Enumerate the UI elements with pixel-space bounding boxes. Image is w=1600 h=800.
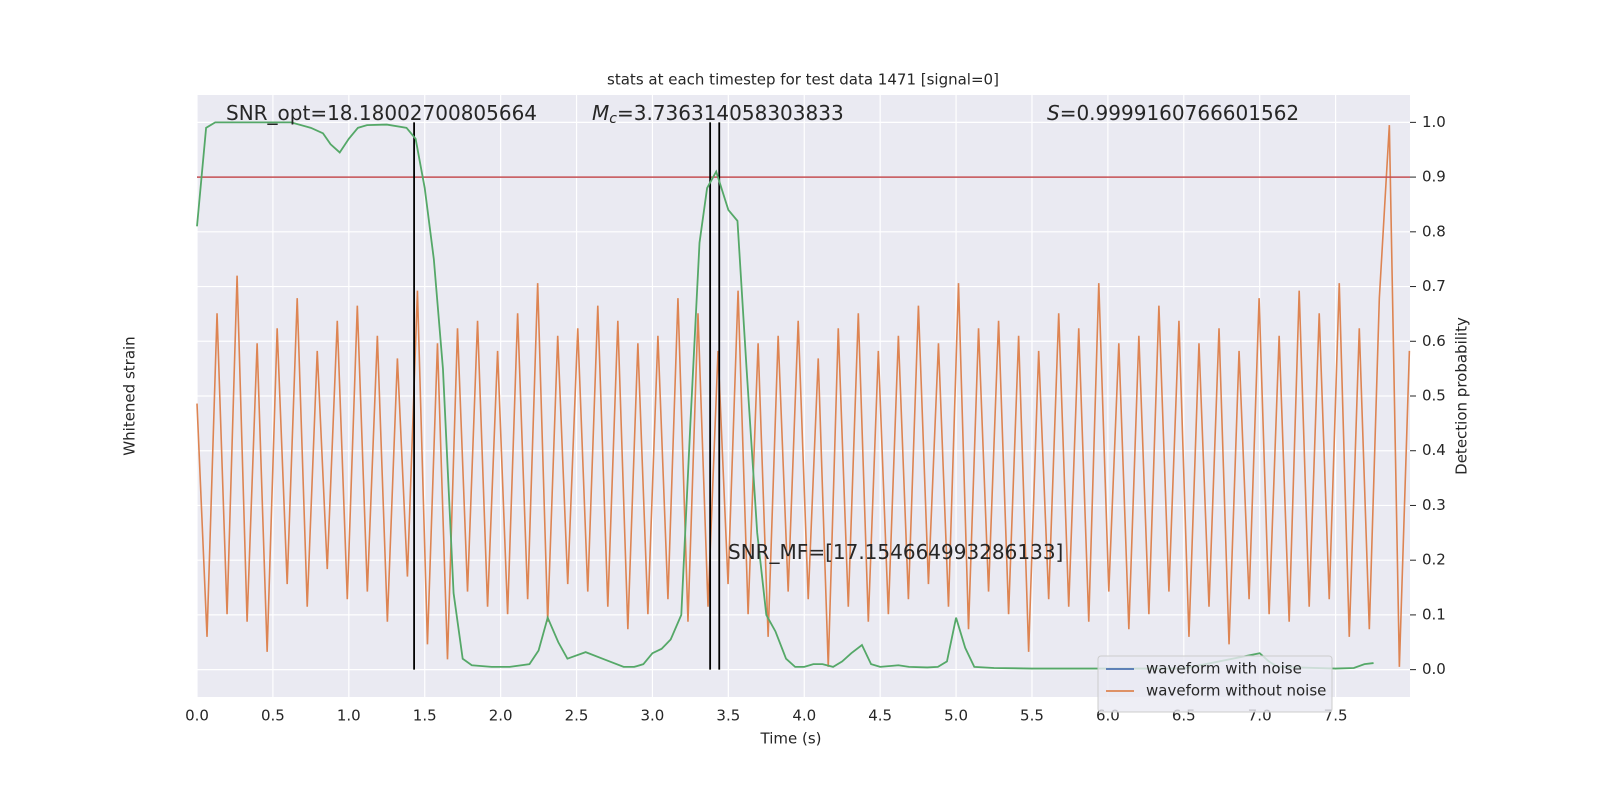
y2-axis-label: Detection probability (1453, 317, 1471, 475)
legend-label: waveform with noise (1146, 660, 1302, 678)
annotation-symbol: M (592, 101, 609, 125)
y2-tick-label: 0.9 (1422, 168, 1446, 186)
y2-tick-label: 0.8 (1422, 222, 1446, 240)
y2-tick-label: 0.7 (1422, 277, 1446, 295)
x-tick-label: 1.0 (337, 707, 361, 725)
annotation-text: =0.9999160766601562 (1060, 101, 1299, 125)
y2-tick-label: 0.4 (1422, 441, 1446, 459)
annotation: SNR_opt=18.18002700805664 (226, 101, 537, 125)
y2-tick-label: 0.3 (1422, 496, 1446, 514)
x-tick-label: 2.5 (565, 707, 589, 725)
y2-tick-label: 0.6 (1422, 332, 1446, 350)
data-line (196, 125, 1411, 667)
y2-tick-label: 0.1 (1422, 605, 1446, 623)
y2-tick-label: 1.0 (1422, 113, 1446, 131)
annotation: S=0.9999160766601562 (1047, 101, 1299, 125)
annotation-symbol: S (1047, 101, 1060, 125)
x-tick-label: 0.5 (261, 707, 285, 725)
y2-tick-label: 0.0 (1422, 660, 1446, 678)
annotation: Mc=3.736314058303833 (592, 101, 844, 128)
x-tick-label: 3.5 (716, 707, 740, 725)
y2-tick-label: 0.2 (1422, 551, 1446, 569)
annotation-subscript: c (609, 111, 617, 127)
x-tick-label: 5.5 (1020, 707, 1044, 725)
y-axis-label: Whitened strain (121, 336, 139, 455)
x-tick-label: 0.0 (185, 707, 209, 725)
annotation-text: =3.736314058303833 (617, 101, 844, 125)
annotation-text: SNR_opt=18.18002700805664 (226, 101, 537, 125)
data-line (196, 121, 1374, 670)
legend-label: waveform without noise (1146, 682, 1326, 700)
y2-tick-label: 0.5 (1422, 387, 1446, 405)
chart-title: stats at each timestep for test data 147… (607, 71, 999, 89)
x-tick-label: 5.0 (944, 707, 968, 725)
x-tick-label: 2.0 (489, 707, 513, 725)
annotation-text: SNR_MF=[17.154664993286133] (728, 540, 1063, 564)
x-tick-label: 4.5 (868, 707, 892, 725)
legend-box (1097, 655, 1333, 713)
x-axis-label: Time (s) (760, 730, 822, 748)
annotation: SNR_MF=[17.154664993286133] (728, 540, 1063, 564)
x-tick-label: 1.5 (413, 707, 437, 725)
x-tick-label: 4.0 (792, 707, 816, 725)
x-tick-label: 3.0 (641, 707, 665, 725)
